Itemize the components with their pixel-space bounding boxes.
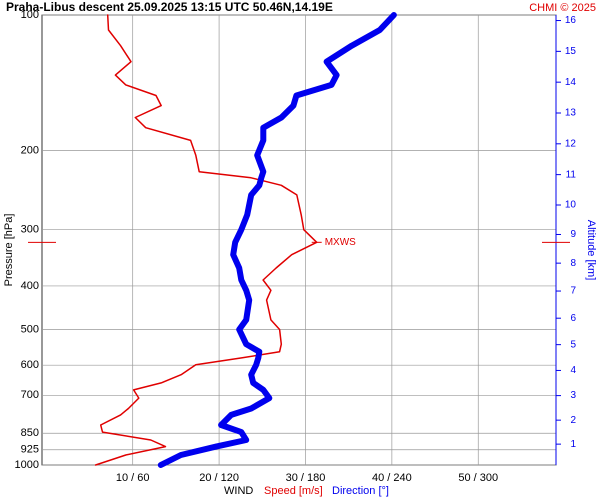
x-tick-label: 50 / 300 bbox=[458, 472, 498, 484]
y-tick-label: 100 bbox=[21, 9, 39, 21]
speed-line bbox=[94, 14, 318, 466]
chart-title: Praha-Libus descent 25.09.2025 13:15 UTC… bbox=[6, 0, 333, 14]
y2-tick-label: 13 bbox=[565, 108, 577, 119]
y2-axis-label: Altitude [km] bbox=[585, 220, 597, 281]
y-tick-label: 1000 bbox=[15, 459, 39, 471]
y2-tick-label: 1 bbox=[570, 439, 576, 450]
y2-tick-label: 11 bbox=[566, 169, 577, 180]
x-tick-label: 40 / 240 bbox=[372, 472, 412, 484]
y2-tick-label: 8 bbox=[570, 258, 576, 269]
direction-label: Direction [°] bbox=[332, 485, 389, 497]
y-tick-label: 600 bbox=[21, 359, 39, 371]
x-tick-label: 20 / 120 bbox=[199, 472, 239, 484]
y2-tick-label: 16 bbox=[565, 15, 577, 26]
y2-tick-label: 15 bbox=[565, 46, 577, 57]
x-tick-label: 10 / 60 bbox=[116, 472, 150, 484]
y2-tick-label: 5 bbox=[570, 339, 576, 350]
y-tick-label: 700 bbox=[21, 389, 39, 401]
y-axis-label: Pressure [hPa] bbox=[3, 214, 15, 287]
y2-tick-label: 14 bbox=[565, 77, 577, 88]
y2-tick-label: 7 bbox=[570, 286, 576, 297]
mxws-label: MXWS bbox=[325, 237, 356, 248]
y-tick-label: 300 bbox=[21, 224, 39, 236]
speed-label: Speed [m/s] bbox=[264, 485, 323, 497]
y2-tick-label: 12 bbox=[565, 138, 577, 149]
credit: CHMI © 2025 bbox=[529, 2, 596, 14]
y-tick-label: 850 bbox=[21, 427, 39, 439]
y2-tick-label: 2 bbox=[570, 415, 576, 426]
y2-tick-label: 6 bbox=[570, 313, 576, 324]
direction-line bbox=[157, 12, 397, 468]
y2-tick-label: 4 bbox=[570, 365, 576, 376]
x-axis-label: WIND bbox=[224, 485, 253, 497]
y2-tick-label: 3 bbox=[570, 390, 576, 401]
y-tick-label: 200 bbox=[21, 144, 39, 156]
y-tick-label: 500 bbox=[21, 323, 39, 335]
x-tick-label: 30 / 180 bbox=[286, 472, 326, 484]
y2-tick-label: 9 bbox=[570, 229, 576, 240]
y-tick-label: 400 bbox=[21, 280, 39, 292]
plot-frame bbox=[41, 14, 557, 466]
y2-tick-label: 10 bbox=[565, 200, 577, 211]
y-tick-label: 925 bbox=[21, 444, 39, 456]
